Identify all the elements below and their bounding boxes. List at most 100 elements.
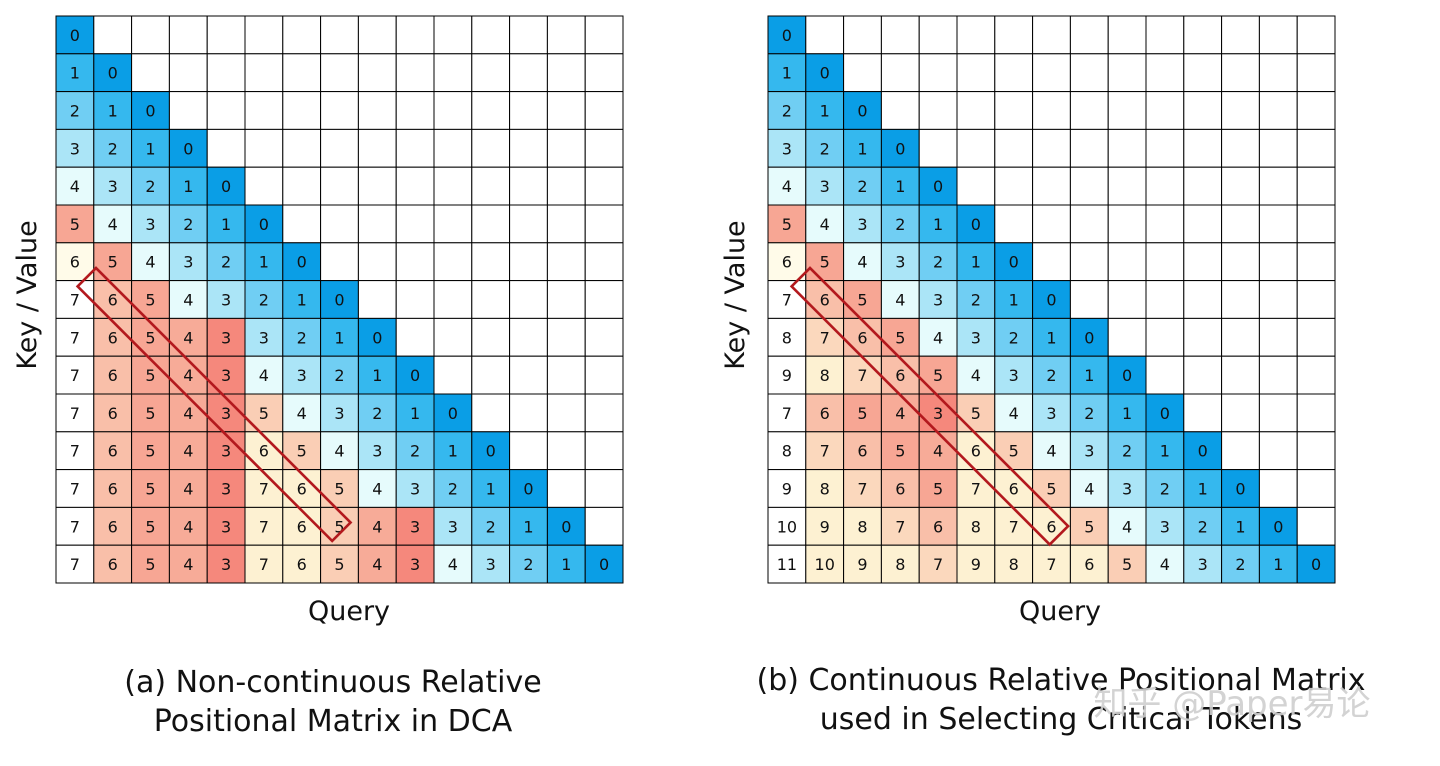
- matrix-a-cell: [131, 204, 170, 244]
- matrix-b-value: 5: [857, 404, 867, 423]
- matrix-a-empty-cell: [357, 53, 397, 93]
- matrix-a-cell: [93, 544, 133, 584]
- matrix-a-value: 6: [259, 442, 269, 461]
- matrix-a-empty-cell: [244, 91, 284, 130]
- matrix-a-value: 4: [259, 366, 269, 385]
- matrix-a-cell: [55, 469, 95, 508]
- matrix-a-cell: [168, 393, 208, 433]
- matrix-a-value: 4: [372, 480, 382, 499]
- matrix-b-empty-cell: [1145, 317, 1185, 357]
- matrix-b-empty-cell: [1183, 128, 1223, 168]
- matrix-a-empty-cell: [320, 204, 359, 244]
- matrix-b-cell: [1221, 469, 1260, 508]
- matrix-a-value: 3: [70, 139, 80, 158]
- matrix-a-empty-cell: [584, 242, 624, 282]
- matrix-a-cell: [55, 242, 95, 282]
- matrix-b-empty-cell: [1221, 280, 1260, 319]
- matrix-b-empty-cell: [1258, 280, 1298, 319]
- matrix-a-value: 2: [259, 291, 269, 310]
- matrix-b-cell: [843, 128, 882, 168]
- matrix-b-cell: [767, 91, 807, 130]
- matrix-a-empty-cell: [546, 53, 586, 93]
- matrix-a-empty-cell: [282, 128, 322, 168]
- matrix-b-empty-cell: [1183, 317, 1223, 357]
- matrix-a-empty-cell: [546, 317, 586, 357]
- matrix-b-cell: [994, 355, 1034, 395]
- matrix-a-cell: [395, 544, 435, 584]
- matrix-b-empty-cell: [1069, 166, 1109, 206]
- matrix-b-cell: [880, 317, 920, 357]
- matrix-b-cell: [1032, 544, 1071, 584]
- matrix-b-empty-cell: [1221, 204, 1260, 244]
- matrix-b-cell: [1032, 355, 1071, 395]
- matrix-b-empty-cell: [1296, 280, 1336, 319]
- matrix-b-value: 3: [971, 328, 981, 347]
- matrix-b-value: 2: [820, 139, 830, 158]
- y-axis-label-a: Key / Value: [12, 220, 43, 369]
- matrix-b-value: 1: [857, 139, 867, 158]
- matrix-a-value: 7: [70, 480, 80, 499]
- matrix-a-value: 7: [70, 366, 80, 385]
- matrix-a-value: 0: [145, 102, 155, 121]
- matrix-b-cell: [956, 280, 996, 319]
- matrix-b-empty-cell: [1296, 15, 1336, 55]
- matrix-a-value: 2: [297, 328, 307, 347]
- matrix-b-empty-cell: [1107, 204, 1147, 244]
- matrix-a-value: 6: [108, 442, 118, 461]
- matrix-a-value: 0: [372, 328, 382, 347]
- matrix-a-cell: [55, 280, 95, 319]
- matrix-a-value: 3: [259, 328, 269, 347]
- matrix-b-value: 7: [782, 404, 792, 423]
- matrix-b-empty-cell: [1032, 128, 1071, 168]
- matrix-b-value: 1: [933, 215, 943, 234]
- matrix-b-cell: [1069, 544, 1109, 584]
- matrix-a-value: 0: [561, 517, 571, 536]
- matrix-a-empty-cell: [471, 280, 511, 319]
- matrix-a-empty-cell: [244, 128, 284, 168]
- matrix-b-cell: [843, 355, 882, 395]
- matrix-b-value: 9: [971, 555, 981, 574]
- matrix-b-empty-cell: [1069, 280, 1109, 319]
- matrix-b-value: 2: [1198, 517, 1208, 536]
- matrix-a-empty-cell: [395, 128, 435, 168]
- matrix-b-empty-cell: [1296, 317, 1336, 357]
- matrix-b-empty-cell: [1183, 91, 1223, 130]
- matrix-a-cell: [282, 506, 322, 546]
- matrix-b-value: 3: [1122, 480, 1132, 499]
- matrix-b-empty-cell: [1107, 91, 1147, 130]
- matrix-a-empty-cell: [357, 166, 397, 206]
- matrix-b-cell: [1258, 544, 1298, 584]
- matrix-a-empty-cell: [546, 15, 586, 55]
- matrix-a-value: 5: [108, 253, 118, 272]
- matrix-a-cell: [282, 431, 322, 471]
- matrix-b-empty-cell: [1032, 166, 1071, 206]
- matrix-a-empty-cell: [471, 204, 511, 244]
- matrix-a-empty-cell: [206, 128, 246, 168]
- matrix-a-empty-cell: [509, 53, 548, 93]
- matrix-a-cell: [395, 469, 435, 508]
- matrix-a-cell: [244, 393, 284, 433]
- matrix-b-empty-cell: [880, 15, 920, 55]
- matrix-a-cell: [433, 393, 473, 433]
- matrix-b-empty-cell: [1107, 166, 1147, 206]
- matrix-a-cell: [471, 431, 511, 471]
- matrix-b-cell: [767, 317, 807, 357]
- matrix-a-value: 4: [372, 517, 382, 536]
- matrix-b-cell: [805, 128, 845, 168]
- matrix-a-value: 6: [108, 366, 118, 385]
- matrix-a-empty-cell: [584, 166, 624, 206]
- matrix-a-empty-cell: [320, 91, 359, 130]
- matrix-a-empty-cell: [509, 393, 548, 433]
- matrix-b-empty-cell: [1183, 204, 1223, 244]
- matrix-b-value: 7: [895, 517, 905, 536]
- matrix-b-value: 5: [933, 480, 943, 499]
- matrix-b-value: 0: [1198, 442, 1208, 461]
- matrix-b-empty-cell: [994, 53, 1034, 93]
- matrix-a-empty-cell: [131, 15, 170, 55]
- matrix-a-cell: [55, 317, 95, 357]
- matrix-b-cell: [880, 506, 920, 546]
- matrix-a-empty-cell: [509, 317, 548, 357]
- matrix-b-empty-cell: [1221, 166, 1260, 206]
- matrix-a-value: 3: [410, 480, 420, 499]
- matrix-b-cell: [880, 544, 920, 584]
